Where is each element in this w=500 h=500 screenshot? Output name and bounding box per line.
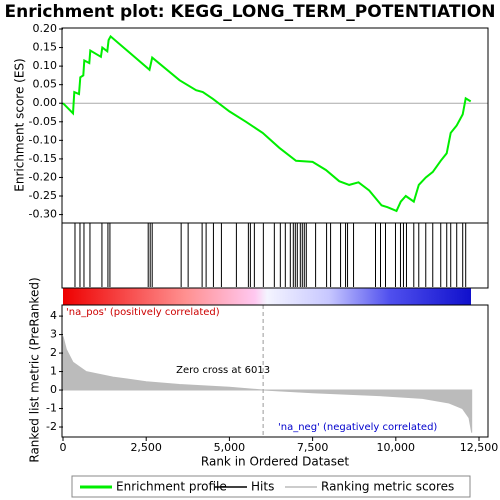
y-tick-label: 0.15	[33, 41, 58, 54]
panel-frame	[61, 304, 489, 438]
y-axis-label: Ranked list metric (PreRanked)	[28, 277, 42, 462]
y-tick-label: 1	[50, 365, 57, 378]
chart-title: Enrichment plot: KEGG_LONG_TERM_POTENTIA…	[5, 2, 496, 22]
legend-label: Enrichment profile	[116, 480, 227, 494]
x-tick-label: 10,000	[377, 441, 416, 454]
y-tick-label: 0.00	[33, 96, 58, 109]
y-tick-label: -0.10	[29, 133, 57, 146]
y-tick-label: -0.20	[29, 170, 57, 183]
legend-label: Ranking metric scores	[321, 480, 454, 494]
y-tick-label: -1	[46, 402, 57, 415]
x-tick-label: 0	[60, 441, 67, 454]
y-tick-label: 0.05	[33, 78, 58, 91]
panel-frame	[61, 222, 489, 289]
es-line	[62, 34, 472, 213]
y-tick-label: -0.05	[29, 115, 57, 128]
y-tick-label: -0.25	[29, 189, 57, 202]
x-tick-label: 5,000	[214, 441, 246, 454]
y-axis-label: Enrichment score (ES)	[13, 58, 27, 191]
y-tick-label: -2	[46, 420, 57, 433]
x-tick-label: 2,500	[130, 441, 162, 454]
y-tick-label: 2	[50, 346, 57, 359]
y-tick-label: -0.15	[29, 152, 57, 165]
x-tick-label: 12,500	[460, 441, 499, 454]
annotation: 'na_pos' (positively correlated)	[66, 307, 220, 318]
legend-label: Hits	[251, 480, 274, 494]
metric-area	[62, 336, 473, 433]
annotation: 'na_neg' (negatively correlated)	[278, 422, 437, 433]
y-tick-label: 0.10	[33, 59, 58, 72]
y-tick-label: 0.20	[33, 22, 58, 35]
x-axis-label: Rank in Ordered Dataset	[201, 455, 349, 469]
annotation: Zero cross at 6013	[176, 365, 270, 376]
legend-box	[71, 475, 471, 498]
y-tick-label: 4	[50, 309, 57, 322]
y-tick-label: 0	[50, 383, 57, 396]
y-tick-label: -0.30	[29, 208, 57, 221]
rank-color-band	[63, 288, 471, 305]
panel-frame	[61, 27, 489, 224]
y-tick-label: 3	[50, 328, 57, 341]
x-tick-label: 7,500	[297, 441, 329, 454]
